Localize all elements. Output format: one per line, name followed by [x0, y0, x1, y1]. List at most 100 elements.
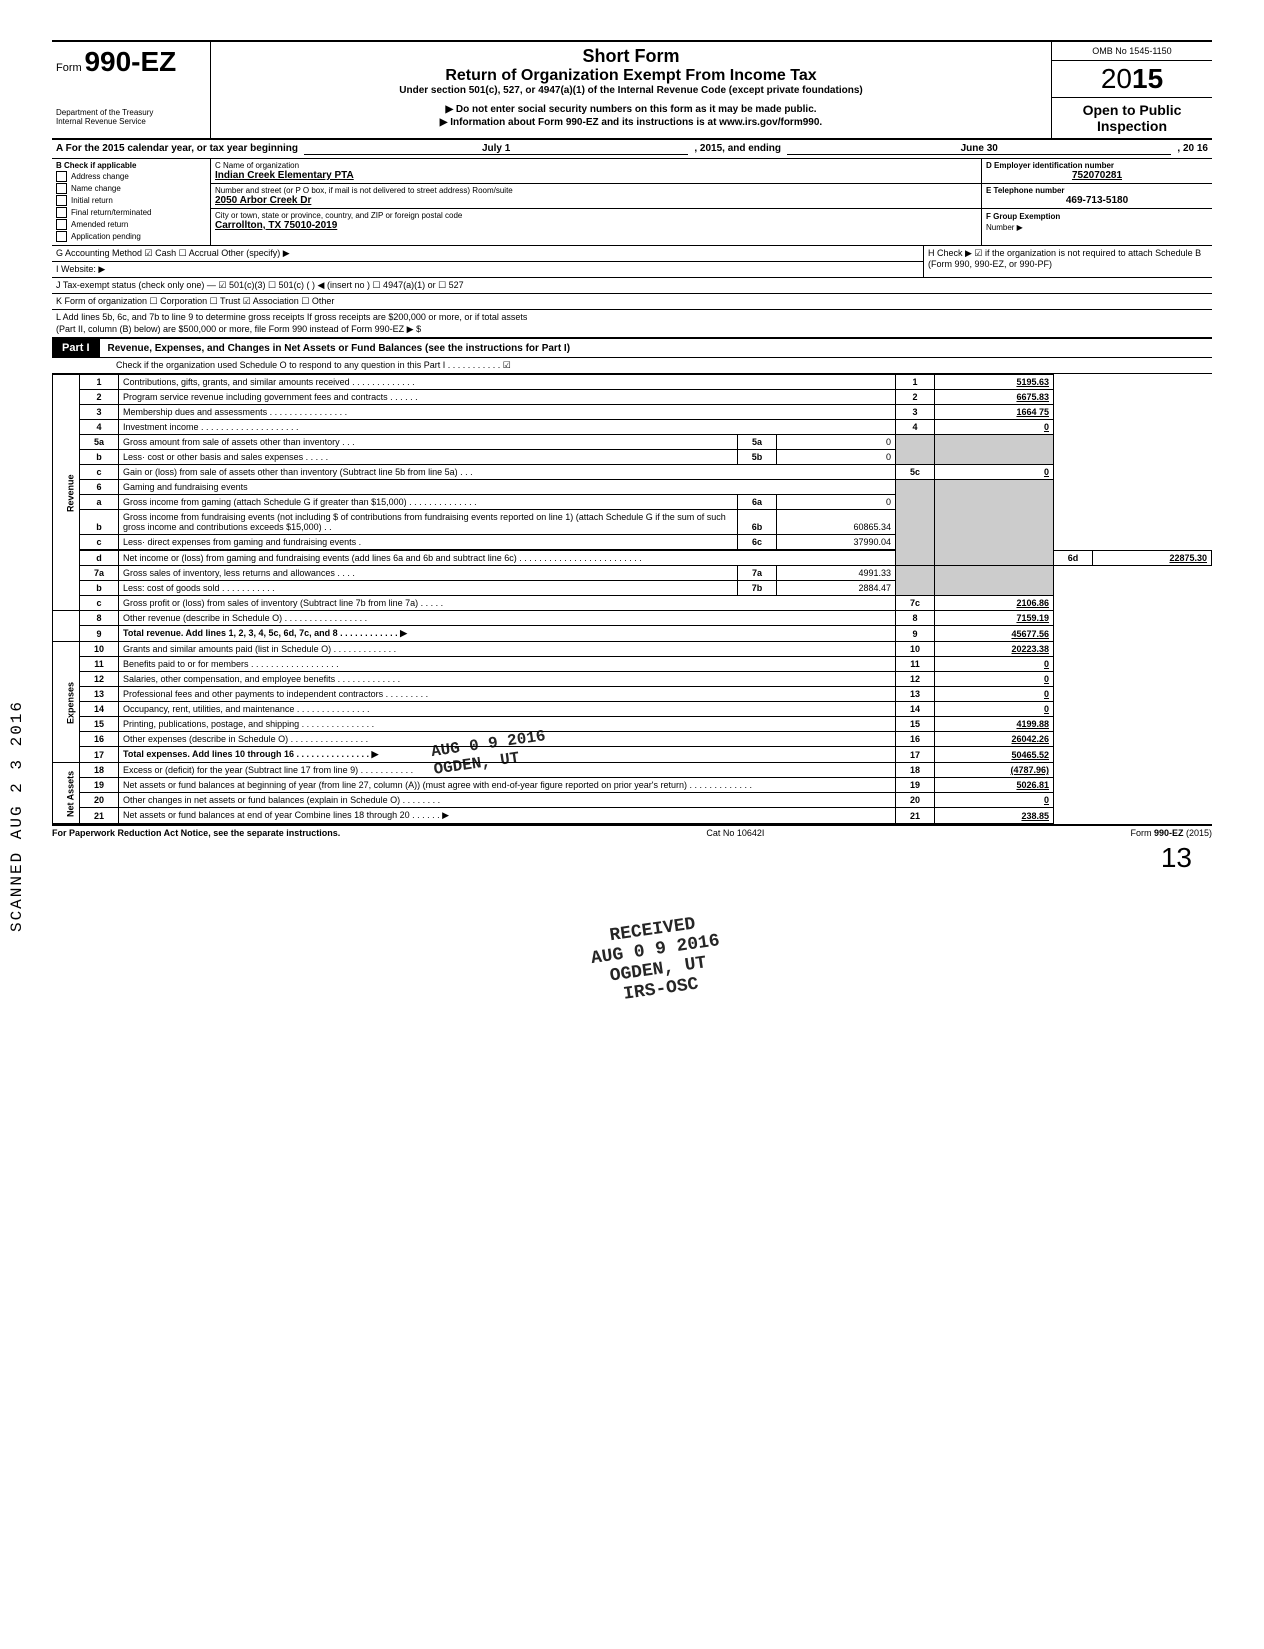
cb-label-1: Name change [71, 184, 121, 193]
sidebar-netassets: Net Assets [53, 763, 80, 824]
l11-desc: Benefits paid to or for members . . . . … [119, 657, 896, 672]
l7c-desc: Gross profit or (loss) from sales of inv… [119, 596, 896, 611]
l1-desc: Contributions, gifts, grants, and simila… [119, 375, 896, 390]
l15-val: 4199.88 [935, 717, 1054, 732]
l6c-desc: Less· direct expenses from gaming and fu… [119, 535, 738, 550]
l7c-num: c [80, 596, 119, 611]
row-address: Number and street (or P O box, if mail i… [211, 184, 981, 209]
l6c-mn: 6c [738, 535, 777, 550]
line-j-text: J Tax-exempt status (check only one) — ☑… [56, 280, 464, 291]
l1-num: 1 [80, 375, 119, 390]
part1-title: Revenue, Expenses, and Changes in Net As… [100, 340, 579, 357]
l5a-mn: 5a [738, 435, 777, 450]
l11-num: 11 [80, 657, 119, 672]
l10-desc: Grants and similar amounts paid (list in… [119, 642, 896, 657]
l2-en: 2 [896, 390, 935, 405]
tax-year: 2015 [1052, 61, 1212, 98]
short-form-title: Short Form [219, 46, 1043, 67]
org-address: 2050 Arbor Creek Dr [215, 195, 311, 206]
l5c-en: 5c [896, 465, 935, 480]
cb-label-4: Amended return [71, 220, 128, 229]
row-a-mid: , 2015, and ending [694, 143, 781, 155]
l17-num: 17 [80, 747, 119, 763]
l7a-mv: 4991.33 [777, 566, 896, 581]
l6-shade [896, 480, 935, 566]
line-g: G Accounting Method ☑ Cash ☐ Accrual Oth… [52, 246, 923, 262]
l5b-mn: 5b [738, 450, 777, 465]
l5a-desc: Gross amount from sale of assets other t… [119, 435, 738, 450]
l18-desc: Excess or (deficit) for the year (Subtra… [119, 763, 896, 778]
cb-initial-return[interactable]: Initial return [56, 195, 206, 206]
col-b-header: B Check if applicable [56, 161, 206, 170]
l14-en: 14 [896, 702, 935, 717]
row-city: City or town, state or province, country… [211, 209, 981, 233]
l12-num: 12 [80, 672, 119, 687]
l3-num: 3 [80, 405, 119, 420]
l4-val: 0 [935, 420, 1054, 435]
l14-desc: Occupancy, rent, utilities, and maintena… [119, 702, 896, 717]
cb-name-change[interactable]: Name change [56, 183, 206, 194]
cb-label-0: Address change [71, 172, 129, 181]
l2-desc: Program service revenue including govern… [119, 390, 896, 405]
col-b-checkboxes: B Check if applicable Address change Nam… [52, 159, 211, 245]
sidebar-rev-cont [53, 611, 80, 642]
l6-num: 6 [80, 480, 119, 495]
l15-en: 15 [896, 717, 935, 732]
l5c-num: c [80, 465, 119, 480]
part1-header: Part I Revenue, Expenses, and Changes in… [52, 338, 1212, 358]
addr-label: Number and street (or P O box, if mail i… [215, 186, 977, 195]
l10-val: 20223.38 [935, 642, 1054, 657]
l5-shade2 [935, 435, 1054, 465]
phone-value: 469-713-5180 [986, 195, 1208, 206]
l20-num: 20 [80, 793, 119, 808]
l20-desc: Other changes in net assets or fund bala… [119, 793, 896, 808]
year-suffix: 15 [1132, 63, 1163, 94]
row-org-name: C Name of organization Indian Creek Elem… [211, 159, 981, 184]
l7a-mn: 7a [738, 566, 777, 581]
l8-desc: Other revenue (describe in Schedule O) .… [119, 611, 896, 626]
l6b-num: b [80, 510, 119, 535]
l6d-val: 22875.30 [1093, 551, 1212, 566]
info-link: ▶ Information about Form 990-EZ and its … [219, 117, 1043, 128]
city-label: City or town, state or province, country… [215, 211, 977, 220]
col-c-org-info: C Name of organization Indian Creek Elem… [211, 159, 982, 245]
l5-shade [896, 435, 935, 465]
cb-label-3: Final return/terminated [71, 208, 151, 217]
l9-en: 9 [896, 626, 935, 642]
dept-treasury: Department of the Treasury [56, 108, 206, 117]
l6a-num: a [80, 495, 119, 510]
stamp2-city: OGDEN, UT [593, 951, 724, 989]
line-l2-text: (Part II, column (B) below) are $500,000… [56, 324, 421, 335]
dept-irs: Internal Revenue Service [56, 117, 206, 126]
line-l1-text: L Add lines 5b, 6c, and 7b to line 9 to … [56, 312, 527, 322]
l20-en: 20 [896, 793, 935, 808]
line-l2: (Part II, column (B) below) are $500,000… [52, 322, 1212, 338]
sidebar-revenue: Revenue [53, 375, 80, 611]
l7b-mn: 7b [738, 581, 777, 596]
line-h: H Check ▶ ☑ if the organization is not r… [923, 246, 1212, 277]
l13-num: 13 [80, 687, 119, 702]
c-label: C Name of organization [215, 161, 977, 170]
l13-val: 0 [935, 687, 1054, 702]
row-a-label: A For the 2015 calendar year, or tax yea… [56, 143, 298, 155]
l6d-desc: Net income or (loss) from gaming and fun… [119, 551, 896, 566]
cb-final-return[interactable]: Final return/terminated [56, 207, 206, 218]
cb-amended-return[interactable]: Amended return [56, 219, 206, 230]
cb-address-change[interactable]: Address change [56, 171, 206, 182]
scanned-side-stamp: SCANNED AUG 2 3 2016 [8, 700, 26, 932]
row-phone: E Telephone number 469-713-5180 [982, 184, 1212, 209]
handwritten-page-number: 13 [52, 842, 1212, 874]
l16-desc: Other expenses (describe in Schedule O) … [119, 732, 896, 747]
d-label: D Employer identification number [986, 161, 1208, 170]
footer-left: For Paperwork Reduction Act Notice, see … [52, 828, 340, 838]
l6-shade2 [935, 480, 1054, 566]
line-k-text: K Form of organization ☐ Corporation ☐ T… [56, 296, 334, 307]
ein-value: 752070281 [986, 170, 1208, 181]
l13-en: 13 [896, 687, 935, 702]
l5b-num: b [80, 450, 119, 465]
l17-en: 17 [896, 747, 935, 763]
cb-application-pending[interactable]: Application pending [56, 231, 206, 242]
l9-val: 45677.56 [935, 626, 1054, 642]
l5a-num: 5a [80, 435, 119, 450]
l1-en: 1 [896, 375, 935, 390]
